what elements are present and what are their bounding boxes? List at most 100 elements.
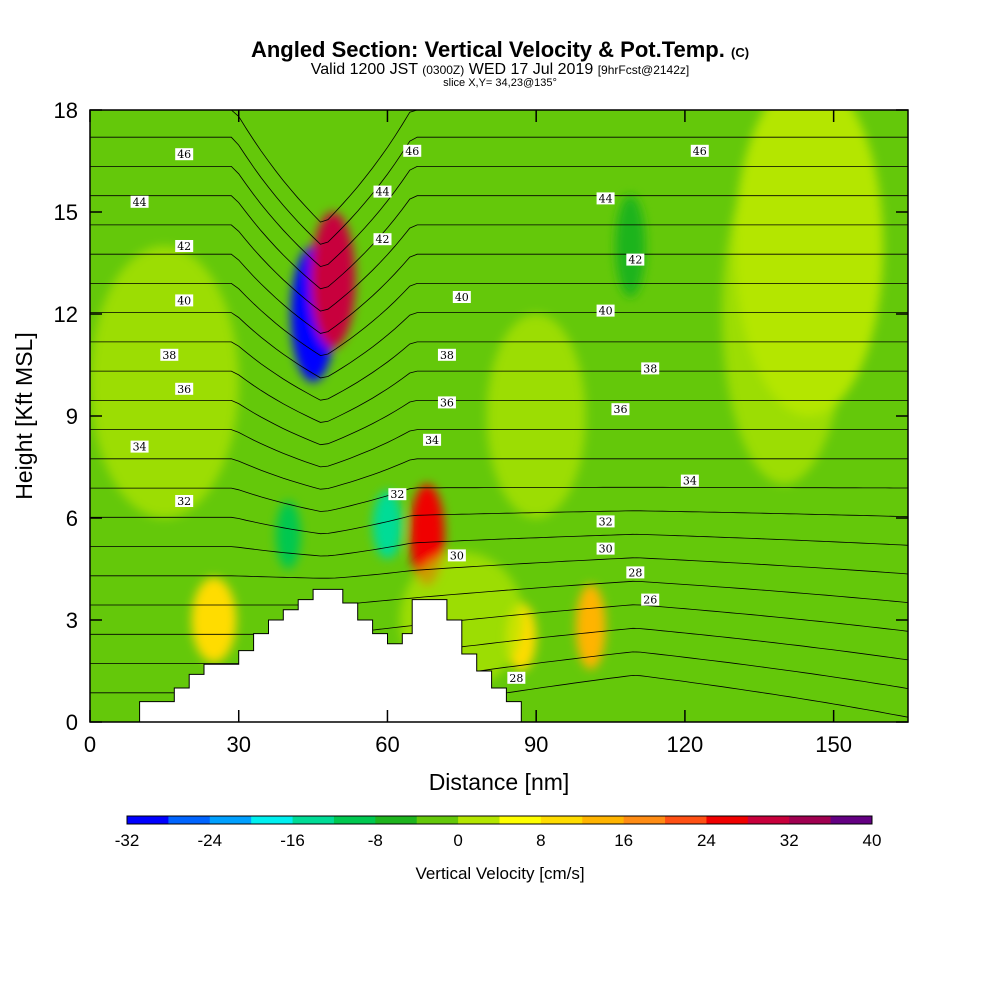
theta-label-text: 40 (599, 305, 613, 318)
theta-label: 30 (447, 549, 466, 562)
colorbar-tick-label: 8 (536, 831, 545, 850)
theta-label-text: 40 (455, 291, 469, 304)
theta-label: 40 (596, 304, 615, 318)
theta-label: 38 (160, 348, 179, 362)
colorbar-swatch (127, 816, 169, 824)
colorbar-swatch (540, 816, 583, 824)
colorbar-tick-label: -16 (280, 831, 305, 850)
theta-label: 30 (596, 542, 615, 556)
theta-label-text: 44 (599, 192, 613, 205)
theta-contours (90, 110, 908, 722)
x-tick-label: 0 (84, 732, 96, 757)
theta-label: 26 (641, 593, 660, 607)
colorbar-swatch (830, 816, 873, 824)
x-axis-label: Distance [nm] (429, 769, 570, 795)
velocity-region (722, 144, 847, 484)
colorbar-swatch (209, 816, 252, 824)
theta-contour (90, 253, 908, 334)
y-tick-label: 6 (66, 506, 78, 531)
theta-label-text: 36 (613, 403, 627, 416)
theta-label: 44 (596, 192, 615, 205)
theta-label-text: 32 (599, 515, 613, 528)
colorbar-swatch (747, 816, 790, 824)
colorbar-swatch (582, 816, 625, 824)
theta-contour (90, 312, 908, 379)
theta-label-text: 38 (440, 349, 454, 362)
theta-label-text: 30 (450, 549, 464, 562)
theta-label: 40 (175, 294, 194, 307)
colorbar-swatch (292, 816, 335, 824)
colorbar-tick-label: 40 (863, 831, 882, 850)
colorbar-swatch (375, 816, 418, 824)
theta-label-text: 26 (643, 594, 657, 607)
theta-label-text: 28 (509, 672, 523, 685)
y-tick-label: 0 (66, 710, 78, 735)
theta-contour (90, 533, 908, 557)
x-tick-label: 120 (667, 732, 704, 757)
colorbar-swatch (333, 816, 376, 824)
theta-contour (90, 400, 908, 446)
y-axis-label: Height [Kft MSL] (11, 332, 37, 499)
colorbar-swatch (623, 816, 666, 824)
colorbar-tick-label: 24 (697, 831, 716, 850)
theta-label-text: 44 (133, 196, 147, 209)
x-tick-label: 30 (226, 732, 250, 757)
theta-label-text: 32 (177, 495, 191, 508)
theta-label: 32 (596, 515, 615, 528)
theta-label-text: 46 (405, 145, 419, 158)
colorbar-swatch (168, 816, 211, 824)
theta-contour (90, 166, 908, 268)
y-tick-label: 12 (54, 302, 78, 327)
theta-label: 36 (175, 382, 194, 396)
velocity-region (486, 314, 586, 518)
velocity-cell (615, 195, 646, 297)
y-tick-label: 9 (66, 404, 78, 429)
theta-contour (90, 136, 908, 245)
theta-label: 32 (175, 495, 194, 508)
colorbar-tick-label: 0 (453, 831, 462, 850)
theta-label: 36 (611, 403, 630, 416)
theta-label-text: 34 (683, 475, 697, 488)
theta-label: 38 (641, 362, 660, 375)
theta-label-text: 42 (375, 233, 389, 246)
theta-labels: 46 46 46 44 44 44 42 42 42 40 40 40 38 38 38 36 36 36 34 34… (130, 144, 709, 685)
theta-label: 44 (373, 185, 392, 199)
chart-title: Angled Section: Vertical Velocity & Pot.… (250, 37, 750, 62)
slice-info: slice X,Y= 34,23@135° (443, 77, 557, 89)
theta-label: 28 (626, 566, 645, 579)
theta-label-text: 46 (177, 148, 191, 161)
x-tick-label: 60 (375, 732, 399, 757)
theta-label-text: 42 (628, 254, 642, 267)
chart-subtitle: Valid 1200 JST (0300Z) WED 17 Jul 2019 [… (310, 61, 690, 78)
colorbar-swatch (499, 816, 542, 824)
theta-label: 42 (373, 233, 392, 246)
velocity-region (90, 246, 239, 518)
colorbar-swatch (665, 816, 707, 824)
colorbar-swatch (416, 816, 459, 824)
theta-contour (90, 341, 908, 401)
theta-label-text: 40 (177, 294, 191, 307)
colorbar-tick-label: 16 (614, 831, 633, 850)
theta-label: 46 (175, 148, 194, 161)
theta-label: 36 (437, 396, 456, 409)
y-tick-label: 18 (54, 98, 78, 123)
colorbar-tick-label: -24 (197, 831, 222, 850)
terrain (90, 588, 522, 722)
colorbar: -32 -24 -16 -8 0 8 16 24 32 40 (115, 815, 882, 850)
velocity-cell (191, 577, 237, 663)
theta-label: 34 (680, 474, 699, 488)
x-tick-label: 90 (524, 732, 548, 757)
velocity-cell (310, 212, 356, 348)
theta-label-text: 44 (375, 186, 389, 199)
velocity-cell (275, 501, 301, 569)
colorbar-label: Vertical Velocity [cm/s] (415, 864, 584, 883)
theta-contour (90, 604, 908, 635)
colorbar-frame (126, 815, 873, 825)
theta-contour (90, 510, 908, 535)
theta-label-text: 38 (162, 349, 176, 362)
theta-label-text: 34 (425, 434, 439, 447)
theta-label-text: 28 (628, 566, 642, 579)
y-tick-label: 15 (54, 200, 78, 225)
